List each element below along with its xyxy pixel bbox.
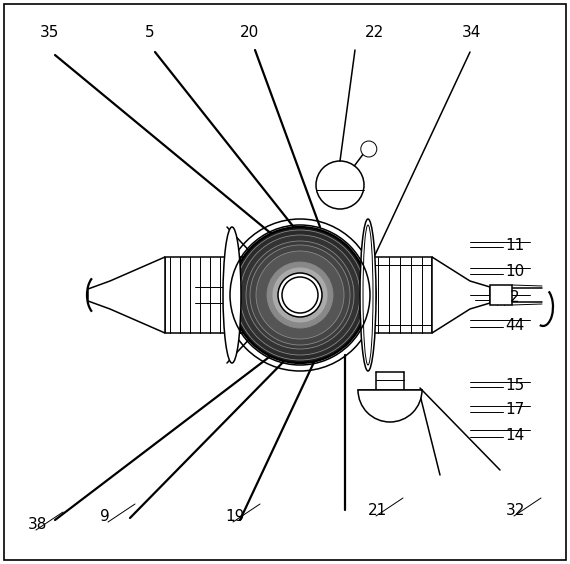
Circle shape [272, 267, 328, 323]
Text: 11: 11 [505, 237, 524, 253]
Text: 17: 17 [505, 403, 524, 417]
Circle shape [278, 273, 322, 317]
Circle shape [235, 230, 365, 360]
Wedge shape [358, 390, 422, 422]
Text: 35: 35 [40, 25, 59, 40]
Circle shape [240, 235, 360, 355]
Text: 15: 15 [505, 377, 524, 393]
Bar [165, 257, 255, 333]
Text: 38: 38 [28, 517, 47, 532]
Circle shape [361, 141, 377, 157]
Text: 9: 9 [100, 509, 110, 524]
Ellipse shape [360, 219, 376, 371]
Text: 44: 44 [505, 318, 524, 333]
Circle shape [250, 245, 350, 345]
Ellipse shape [223, 227, 241, 363]
Circle shape [282, 277, 318, 313]
Text: 10: 10 [505, 265, 524, 280]
Polygon shape [88, 257, 165, 333]
Circle shape [232, 227, 368, 363]
Polygon shape [432, 257, 490, 333]
Text: 5: 5 [145, 25, 154, 40]
Text: 22: 22 [365, 25, 384, 40]
Bar [490, 285, 512, 305]
Text: 2: 2 [510, 290, 520, 306]
Text: 20: 20 [240, 25, 259, 40]
Text: 21: 21 [368, 503, 387, 518]
Text: 32: 32 [506, 503, 526, 518]
Text: 19: 19 [225, 509, 245, 524]
Circle shape [267, 262, 333, 328]
Bar [368, 257, 432, 333]
Circle shape [256, 251, 344, 339]
Circle shape [246, 241, 354, 349]
Text: 14: 14 [505, 428, 524, 443]
Text: 34: 34 [462, 25, 482, 40]
